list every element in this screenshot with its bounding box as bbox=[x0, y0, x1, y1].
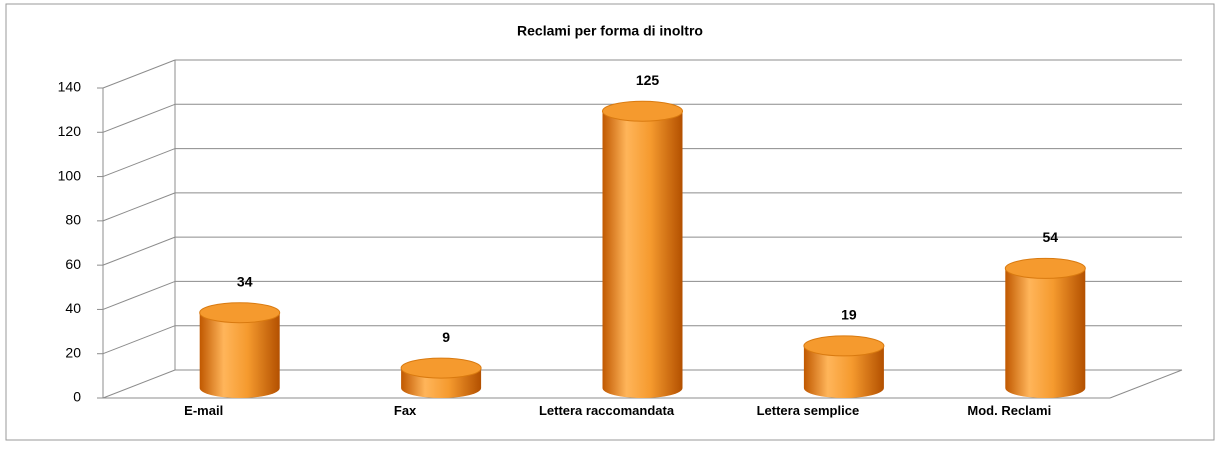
x-tick-label-box: Lettera raccomandata bbox=[538, 403, 675, 418]
y-tick-label: 0 bbox=[73, 389, 81, 405]
grid-line bbox=[102, 369, 176, 399]
y-tick-label: 40 bbox=[65, 300, 81, 316]
grid-line bbox=[102, 103, 176, 133]
x-tick-label: Mod. Reclami bbox=[967, 403, 1052, 418]
x-tick-label: Fax bbox=[393, 403, 417, 418]
bar-top bbox=[199, 302, 281, 324]
bar-body bbox=[1005, 268, 1086, 399]
grid-line bbox=[102, 236, 176, 266]
x-tick-label-box: Mod. Reclami bbox=[967, 403, 1052, 418]
grid-line bbox=[102, 325, 176, 355]
bar-body bbox=[602, 111, 683, 398]
bar-top bbox=[400, 357, 482, 379]
x-tick-label-box: Fax bbox=[393, 403, 417, 418]
data-label: 19 bbox=[841, 307, 857, 323]
data-label: 34 bbox=[237, 273, 253, 289]
bar bbox=[1004, 257, 1086, 399]
bar-top bbox=[803, 335, 885, 357]
bar bbox=[400, 357, 482, 398]
y-tick-label: 20 bbox=[65, 344, 81, 360]
x-tick-label-box: E-mail bbox=[184, 403, 224, 418]
bar bbox=[602, 100, 683, 398]
chart-title: Reclami per forma di inoltro bbox=[517, 23, 703, 39]
x-tick-label: Lettera raccomandata bbox=[538, 403, 675, 418]
y-tick-label: 140 bbox=[58, 79, 82, 95]
floor-right bbox=[1109, 369, 1183, 399]
y-tick-label: 120 bbox=[58, 123, 82, 139]
x-tick-label: Lettera semplice bbox=[756, 403, 860, 418]
bar-top bbox=[602, 100, 683, 122]
data-label: 9 bbox=[442, 329, 450, 345]
bar-body bbox=[199, 312, 280, 399]
bar bbox=[199, 302, 281, 399]
bar-body bbox=[803, 345, 884, 398]
x-tick-label: E-mail bbox=[184, 403, 224, 418]
bar bbox=[803, 335, 885, 398]
x-tick-label-box: Lettera semplice bbox=[756, 403, 860, 418]
grid-line bbox=[102, 148, 176, 178]
bar-top bbox=[1004, 257, 1086, 279]
grid-line bbox=[102, 59, 176, 89]
y-tick-label: 100 bbox=[58, 167, 82, 183]
grid-line bbox=[102, 192, 176, 222]
data-label: 125 bbox=[636, 72, 660, 88]
y-tick-label: 80 bbox=[65, 212, 81, 228]
y-tick-label: 60 bbox=[65, 256, 81, 272]
data-label: 54 bbox=[1043, 229, 1059, 245]
grid-line bbox=[102, 280, 176, 310]
